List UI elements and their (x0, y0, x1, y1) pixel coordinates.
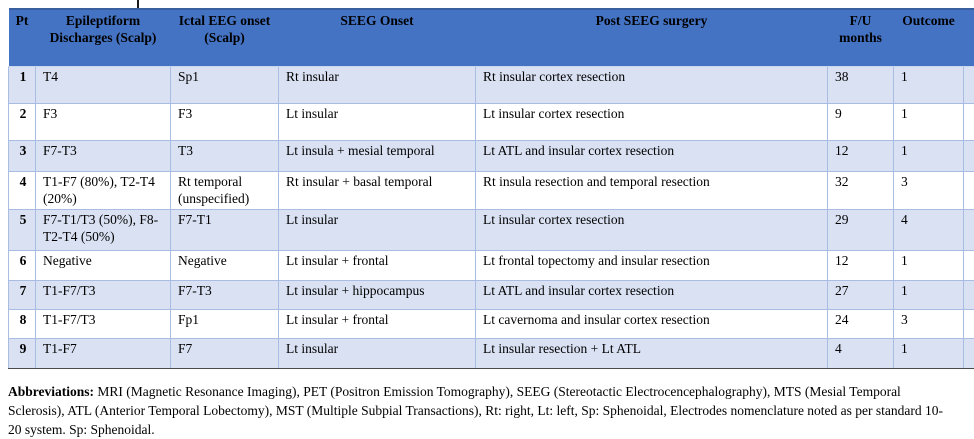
cell-fu: 9 (828, 104, 894, 141)
abbreviations-label: Abbreviations: (8, 384, 94, 399)
cell-epileptiform: T1-F7/T3 (36, 281, 171, 310)
cell-ictal: T3 (171, 141, 279, 172)
column-header-outcome: Outcome (894, 9, 964, 67)
cell-surgery: Lt cavernoma and insular cortex resectio… (476, 310, 828, 339)
cell-ictal: Sp1 (171, 67, 279, 104)
cell-fu: 24 (828, 310, 894, 339)
cell-fu: 12 (828, 251, 894, 281)
column-header-fu-months: F/U months (828, 9, 894, 67)
cell-epileptiform: F7-T1/T3 (50%), F8-T2-T4 (50%) (36, 210, 171, 251)
cell-ictal: Fp1 (171, 310, 279, 339)
cell-fu: 38 (828, 67, 894, 104)
cell-seeg: Lt insular (279, 104, 476, 141)
cell-pt: 5 (9, 210, 36, 251)
cell-pt: 9 (9, 339, 36, 369)
cell-outcome: 1 (894, 104, 964, 141)
cell-ictal: Negative (171, 251, 279, 281)
cell-pt: 6 (9, 251, 36, 281)
abbreviations-note: Abbreviations: MRI (Magnetic Resonance I… (8, 382, 956, 439)
cell-surgery: Rt insula resection and temporal resecti… (476, 172, 828, 210)
cell-pt: 3 (9, 141, 36, 172)
cutoff-column-cell (964, 67, 974, 104)
cell-outcome: 1 (894, 67, 964, 104)
cell-ictal: F3 (171, 104, 279, 141)
cell-pt: 1 (9, 67, 36, 104)
cell-ictal: F7 (171, 339, 279, 369)
cell-fu: 32 (828, 172, 894, 210)
cell-pt: 2 (9, 104, 36, 141)
cell-outcome: 4 (894, 210, 964, 251)
cell-epileptiform: Negative (36, 251, 171, 281)
cutoff-column-cell (964, 210, 974, 251)
cell-seeg: Lt insular (279, 210, 476, 251)
column-header-pt: Pt (9, 9, 36, 67)
cell-outcome: 3 (894, 310, 964, 339)
cell-outcome: 1 (894, 251, 964, 281)
header-row: Pt Epileptiform Discharges (Scalp) Ictal… (9, 9, 974, 67)
column-header-seeg-onset: SEEG Onset (279, 9, 476, 67)
cell-fu: 27 (828, 281, 894, 310)
cell-surgery: Lt frontal topectomy and insular resecti… (476, 251, 828, 281)
cell-surgery: Lt insular cortex resection (476, 210, 828, 251)
column-header-epileptiform-discharges: Epileptiform Discharges (Scalp) (36, 9, 171, 67)
cell-seeg: Rt insular + basal temporal (279, 172, 476, 210)
cutoff-column-cell (964, 281, 974, 310)
cell-fu: 29 (828, 210, 894, 251)
cell-ictal: F7-T1 (171, 210, 279, 251)
cell-surgery: Lt insular cortex resection (476, 104, 828, 141)
cutoff-column-cell (964, 310, 974, 339)
abbreviations-text: MRI (Magnetic Resonance Imaging), PET (P… (8, 384, 943, 437)
cell-epileptiform: T1-F7 (36, 339, 171, 369)
cutoff-column-cell (964, 141, 974, 172)
cell-outcome: 1 (894, 281, 964, 310)
cell-seeg: Lt insular + frontal (279, 310, 476, 339)
cell-pt: 7 (9, 281, 36, 310)
cell-ictal: Rt temporal (unspecified) (171, 172, 279, 210)
column-header-ictal-eeg-onset: Ictal EEG onset (Scalp) (171, 9, 279, 67)
cell-epileptiform: T1-F7/T3 (36, 310, 171, 339)
column-header-post-seeg-surgery: Post SEEG surgery (476, 9, 828, 67)
cell-pt: 4 (9, 172, 36, 210)
cutoff-column-cell (964, 339, 974, 369)
cell-outcome: 3 (894, 172, 964, 210)
cell-ictal: F7-T3 (171, 281, 279, 310)
cell-surgery: Rt insular cortex resection (476, 67, 828, 104)
cell-pt: 8 (9, 310, 36, 339)
cell-seeg: Lt insula + mesial temporal (279, 141, 476, 172)
cell-fu: 12 (828, 141, 894, 172)
cutoff-column-cell (964, 172, 974, 210)
cell-fu: 4 (828, 339, 894, 369)
cell-outcome: 1 (894, 141, 964, 172)
cutoff-column-header (964, 9, 974, 67)
cell-seeg: Rt insular (279, 67, 476, 104)
cell-surgery: Lt ATL and insular cortex resection (476, 141, 828, 172)
cell-seeg: Lt insular (279, 339, 476, 369)
patient-outcomes-table: Pt Epileptiform Discharges (Scalp) Ictal… (8, 8, 974, 369)
cutoff-column-cell (964, 251, 974, 281)
cell-surgery: Lt insular resection + Lt ATL (476, 339, 828, 369)
cell-epileptiform: F3 (36, 104, 171, 141)
cell-surgery: Lt ATL and insular cortex resection (476, 281, 828, 310)
cell-outcome: 1 (894, 339, 964, 369)
cell-epileptiform: F7-T3 (36, 141, 171, 172)
cell-seeg: Lt insular + frontal (279, 251, 476, 281)
cell-seeg: Lt insular + hippocampus (279, 281, 476, 310)
cell-epileptiform: T1-F7 (80%), T2-T4 (20%) (36, 172, 171, 210)
cutoff-column-cell (964, 104, 974, 141)
cell-epileptiform: T4 (36, 67, 171, 104)
